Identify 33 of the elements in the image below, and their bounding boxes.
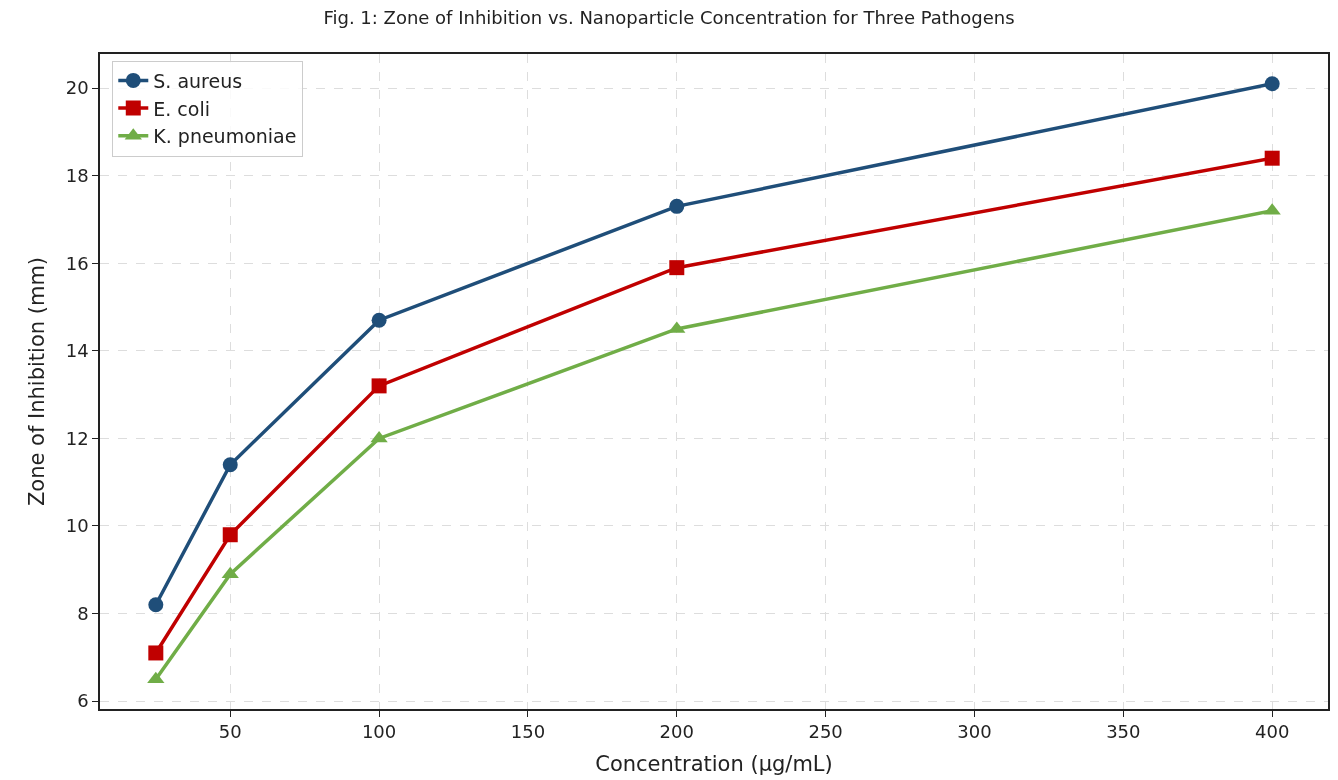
y-tick-label: 20: [65, 77, 89, 99]
x-tick-label: 400: [1255, 721, 1290, 743]
y-tick-label: 14: [65, 340, 89, 362]
y-axis-title: Zone of Inhibition (mm): [25, 256, 50, 507]
point: [669, 198, 685, 214]
x-axis-title: Concentration (µg/mL): [595, 752, 833, 777]
point: [222, 527, 238, 543]
y-tick-label: 8: [77, 602, 89, 624]
y-tick-label: 18: [65, 165, 89, 187]
x-tick-label: 50: [218, 721, 242, 743]
x-tick-label: 250: [808, 721, 843, 743]
point: [669, 260, 685, 276]
x-tick-label: 150: [510, 721, 546, 743]
legend-label: E. coli: [153, 97, 210, 120]
y-tick-label: 10: [65, 515, 89, 537]
point: [148, 597, 164, 613]
x-tick-label: 200: [659, 721, 694, 743]
x-tick-label: 350: [1106, 721, 1141, 743]
y-tick-label: 6: [77, 690, 89, 712]
point: [371, 378, 387, 394]
x-tick-label: 100: [361, 721, 397, 743]
point: [222, 457, 238, 473]
x-tick-label: 300: [957, 721, 992, 743]
point: [370, 430, 388, 443]
legend-label: K. pneumoniae: [153, 125, 297, 148]
point: [148, 645, 164, 661]
y-tick-label: 12: [65, 427, 89, 449]
y-tick-label: 16: [65, 252, 89, 274]
chart-title: Fig. 1: Zone of Inhibition vs. Nanoparticle Concentration for Three Pathogens: [323, 7, 1015, 29]
point: [371, 312, 387, 328]
point: [1264, 150, 1280, 166]
point: [1264, 76, 1280, 92]
legend-label: S. aureus: [153, 69, 243, 92]
